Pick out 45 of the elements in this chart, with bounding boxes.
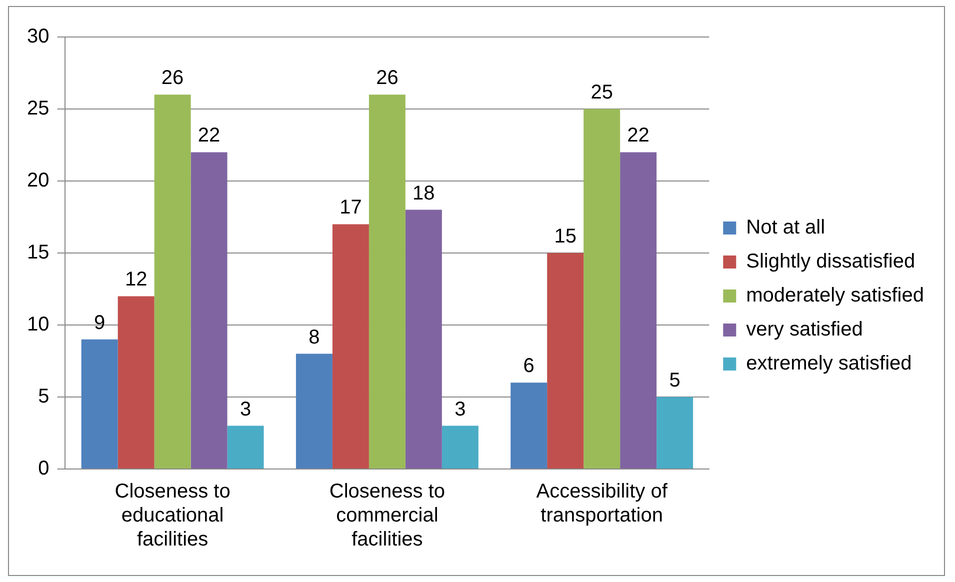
legend-label: Not at all [746, 216, 826, 239]
bar [118, 296, 154, 468]
y-tick-label: 20 [26, 170, 50, 192]
data-label: 25 [590, 82, 613, 104]
legend-label: moderately satisfied [746, 284, 924, 307]
y-tick-label: 25 [26, 98, 50, 120]
bar [81, 339, 118, 468]
data-label: 3 [240, 398, 252, 420]
bar [510, 382, 548, 468]
data-label: 12 [124, 268, 148, 291]
y-tick-label: 15 [26, 242, 50, 264]
data-label: 9 [94, 312, 106, 334]
bar [442, 426, 478, 468]
data-label: 15 [554, 226, 576, 248]
legend-label: extremely satisfied [746, 352, 912, 375]
data-label: 18 [412, 182, 435, 204]
data-label: 22 [198, 124, 220, 147]
data-label: 26 [161, 67, 184, 90]
bar [368, 94, 406, 468]
bar [405, 210, 442, 468]
data-label: 26 [376, 67, 398, 90]
data-label: 22 [627, 124, 650, 147]
bar [296, 354, 332, 468]
legend-label: very satisfied [746, 318, 863, 341]
bar [656, 397, 694, 468]
legend-label: Slightly dissatisfied [746, 250, 916, 273]
bar [154, 94, 191, 468]
data-label: 5 [669, 370, 680, 392]
bar [227, 426, 264, 468]
x-tick-label: Closeness to commercial facilities [329, 480, 446, 551]
bar [190, 152, 228, 468]
data-label: 3 [454, 398, 466, 420]
data-label: 8 [308, 326, 320, 348]
y-tick-label: 10 [26, 314, 50, 336]
y-tick-label: 0 [38, 458, 50, 480]
bar [620, 152, 657, 468]
data-label: 6 [523, 355, 534, 378]
y-tick-label: 5 [38, 386, 50, 408]
x-tick-label: Accessibility of transportation [536, 480, 668, 527]
x-tick-label: Closeness to educational facilities [114, 480, 230, 551]
y-tick-label: 30 [26, 26, 50, 48]
bar [547, 253, 584, 468]
bar [332, 224, 369, 468]
data-label: 17 [340, 196, 362, 219]
bar [584, 109, 620, 468]
